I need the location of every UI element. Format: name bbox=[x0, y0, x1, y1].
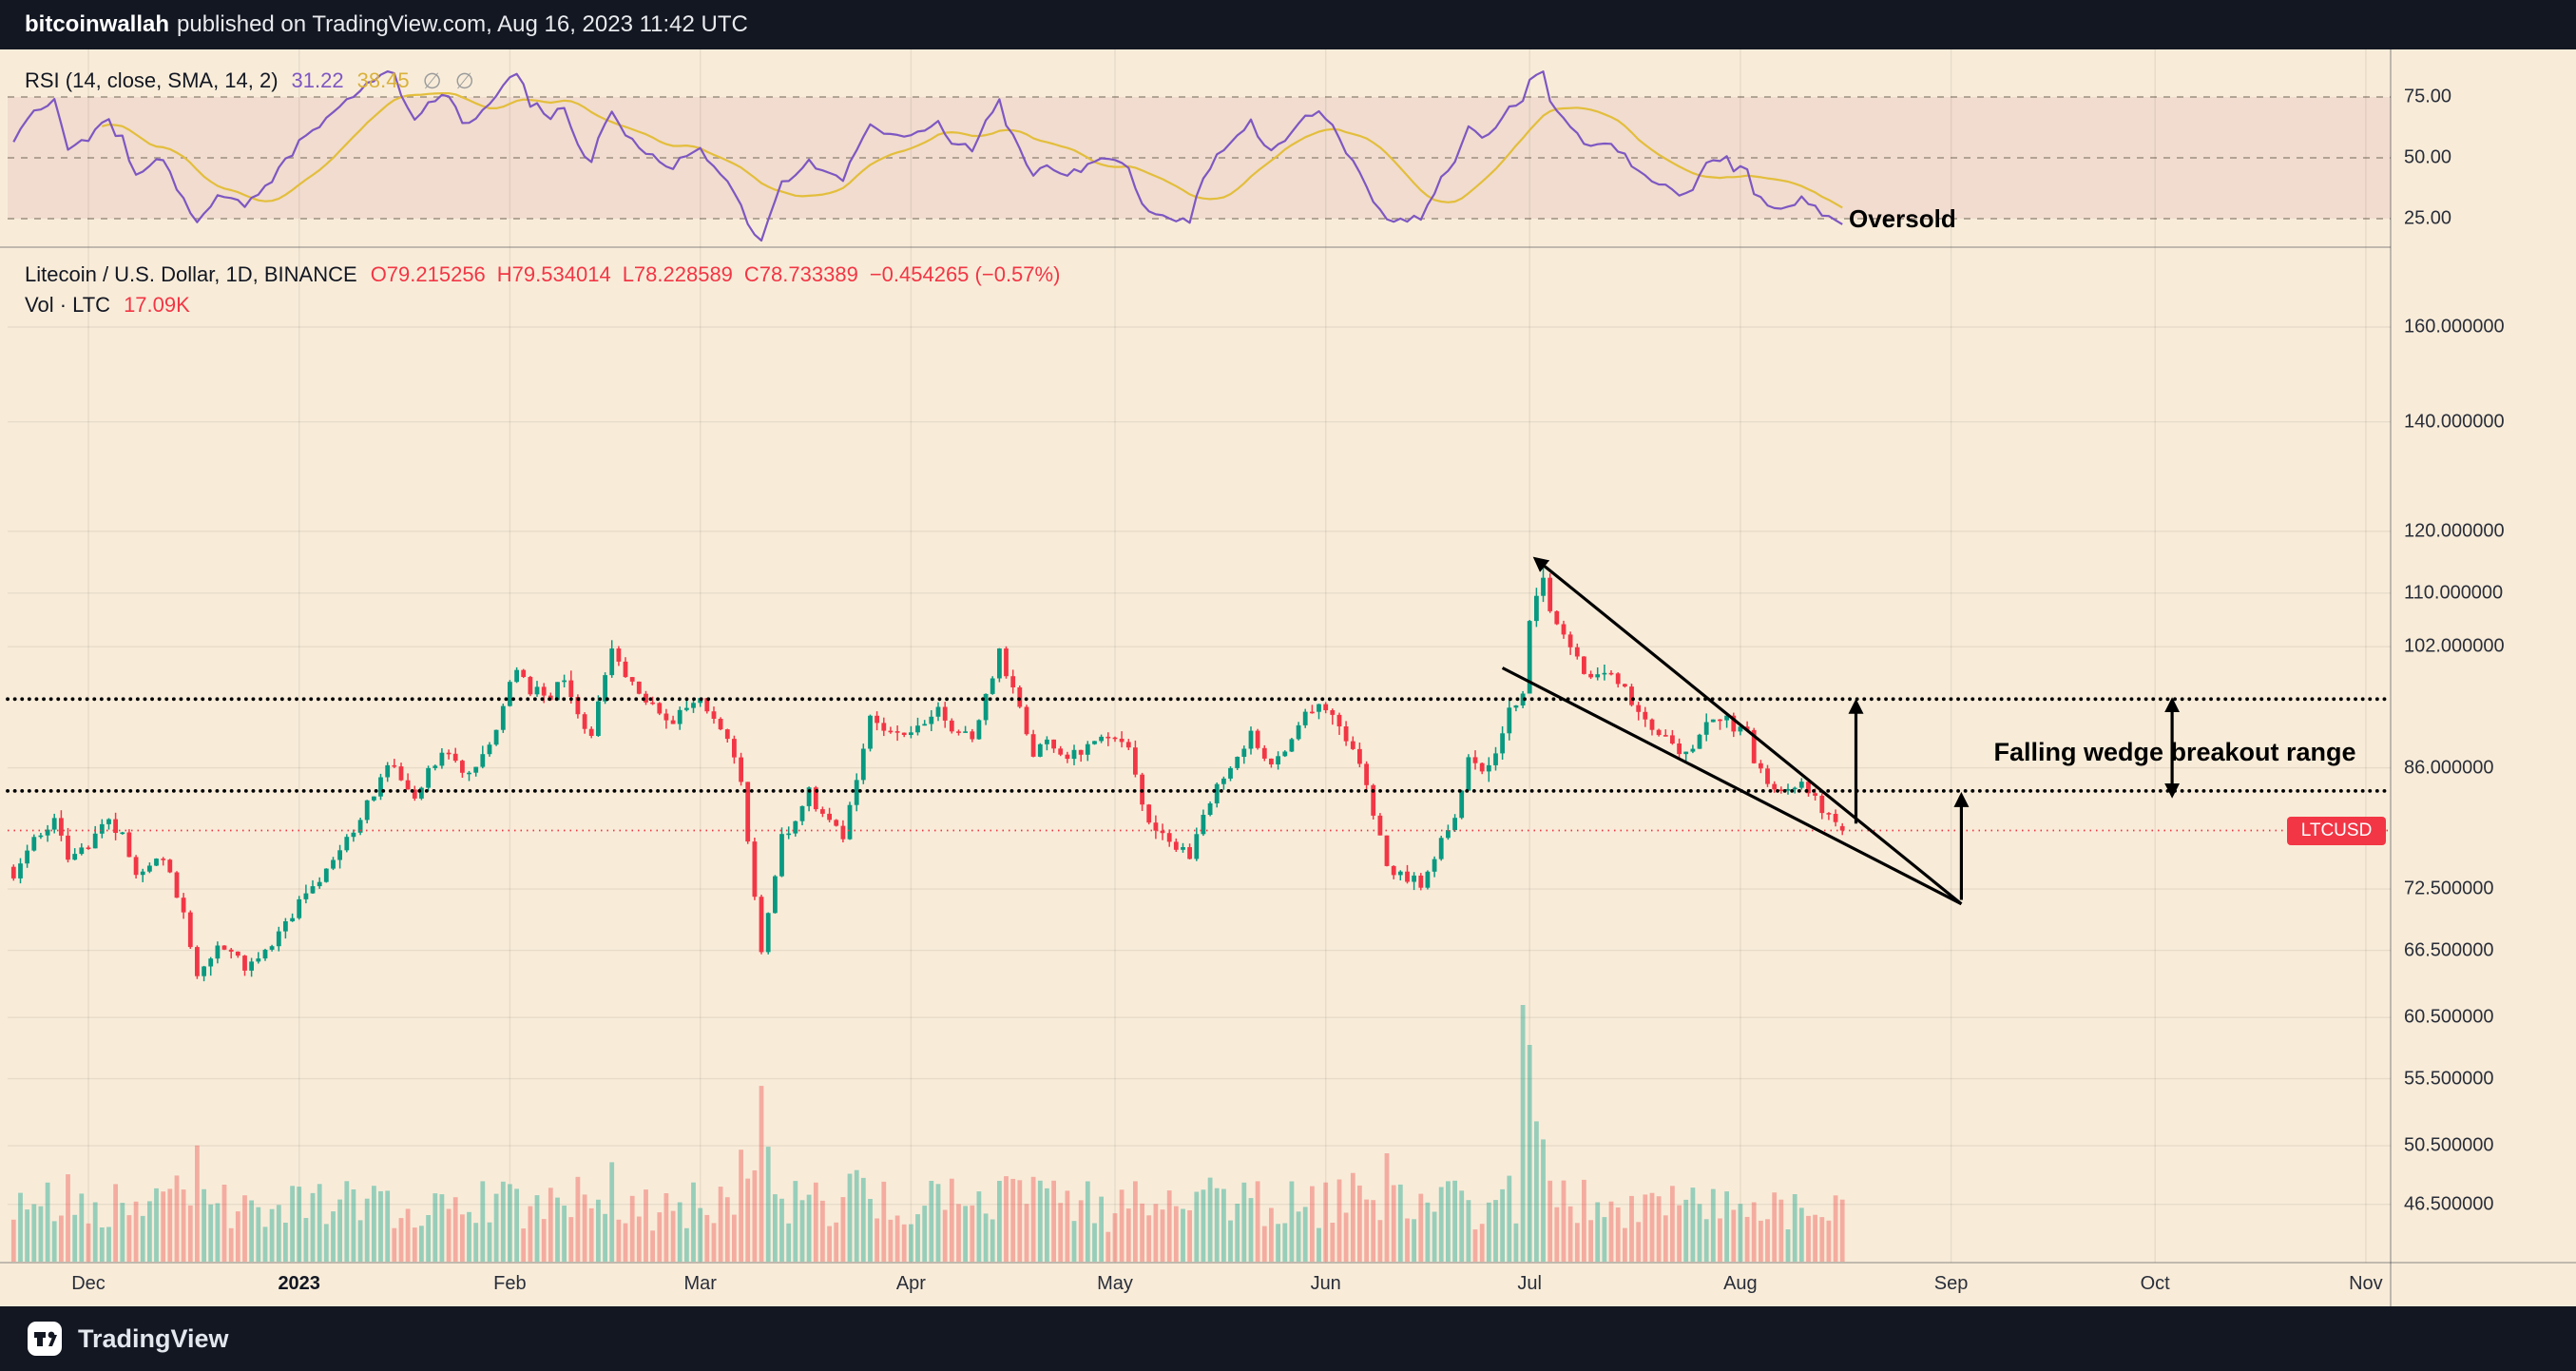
ohlc-values: O79.215256 H79.534014 L78.228589 C78.733… bbox=[371, 261, 1061, 289]
time-tick-label: Jun bbox=[1310, 1273, 1341, 1294]
breakout-level-lines[interactable] bbox=[6, 697, 2393, 793]
rsi-tick-label: 50.00 bbox=[2404, 146, 2452, 168]
symbol-title: Litecoin / U.S. Dollar, 1D, BINANCE bbox=[25, 262, 357, 286]
time-tick-label: May bbox=[1097, 1273, 1133, 1294]
symbol-price-tag: LTCUSD bbox=[2287, 816, 2386, 845]
oversold-label: Oversold bbox=[1849, 204, 1956, 233]
price-tick-label: 120.000000 bbox=[2404, 520, 2505, 542]
author-name: bitcoinwallah bbox=[25, 11, 170, 37]
candlestick-series bbox=[10, 559, 1845, 982]
time-tick-label: Nov bbox=[2349, 1273, 2383, 1294]
volume-legend: Vol · LTC 17.09K bbox=[25, 291, 190, 319]
rsi-sma-value: 38.45 bbox=[356, 68, 410, 92]
volume-value: 17.09K bbox=[124, 293, 190, 317]
volume-bars bbox=[10, 1005, 1845, 1262]
symbol-legend: Litecoin / U.S. Dollar, 1D, BINANCE O79.… bbox=[25, 261, 1060, 289]
rsi-sma-line bbox=[102, 91, 1843, 209]
rsi-title: RSI (14, close, SMA, 14, 2) bbox=[25, 68, 279, 92]
time-tick-label: Dec bbox=[71, 1273, 106, 1294]
time-tick-label: Aug bbox=[1723, 1273, 1758, 1294]
price-tick-label: 50.500000 bbox=[2404, 1134, 2494, 1156]
price-tick-label: 102.000000 bbox=[2404, 635, 2505, 657]
close-value: C78.733389 bbox=[743, 262, 858, 286]
time-tick-label: Jul bbox=[1517, 1273, 1542, 1294]
high-value: H79.534014 bbox=[496, 262, 611, 286]
price-tick-label: 55.500000 bbox=[2404, 1068, 2494, 1090]
rsi-legend: RSI (14, close, SMA, 14, 2) 31.22 38.45 … bbox=[25, 67, 474, 95]
brand-name[interactable]: TradingView bbox=[78, 1323, 229, 1353]
price-tick-label: 46.500000 bbox=[2404, 1193, 2494, 1215]
grid-lines bbox=[8, 49, 2391, 1263]
falling-wedge-trendlines[interactable] bbox=[1501, 556, 1963, 906]
time-tick-label: 2023 bbox=[278, 1273, 320, 1294]
time-tick-label: Feb bbox=[493, 1273, 527, 1294]
publish-header: bitcoinwallah published on TradingView.c… bbox=[0, 0, 2576, 49]
rsi-line bbox=[12, 69, 1843, 242]
tradingview-logo[interactable] bbox=[27, 1321, 63, 1357]
time-tick-label: Mar bbox=[683, 1273, 717, 1294]
rsi-value: 31.22 bbox=[291, 68, 344, 92]
rsi-tick-label: 25.00 bbox=[2404, 207, 2452, 229]
time-axis[interactable]: Dec 2023 Feb Mar Apr May Jun Jul Aug Sep Oct Nov bbox=[0, 1263, 2391, 1306]
rsi-hide-toggle-icon[interactable]: ∅ bbox=[422, 68, 442, 93]
time-tick-label: Oct bbox=[2140, 1273, 2170, 1294]
low-value: L78.228589 bbox=[622, 262, 733, 286]
price-axis[interactable]: USD 94.740651 83.244932 78.733389 12:17:… bbox=[2391, 0, 2576, 1306]
price-tick-label: 72.500000 bbox=[2404, 878, 2494, 899]
rsi-tick-label: 75.00 bbox=[2404, 86, 2452, 107]
volume-label: Vol · LTC bbox=[25, 293, 111, 317]
open-value: O79.215256 bbox=[370, 262, 486, 286]
annotation-arrows[interactable] bbox=[1848, 697, 2181, 900]
rsi-level-lines bbox=[8, 96, 2391, 220]
time-tick-label: Apr bbox=[895, 1273, 926, 1294]
sma-hide-toggle-icon[interactable]: ∅ bbox=[454, 68, 474, 93]
change-value: −0.454265 (−0.57%) bbox=[869, 262, 1061, 286]
price-tick-label: 60.500000 bbox=[2404, 1006, 2494, 1028]
breakout-range-label: Falling wedge breakout range bbox=[1993, 738, 2356, 766]
price-tick-label: 86.000000 bbox=[2404, 757, 2494, 779]
time-tick-label: Sep bbox=[1933, 1273, 1969, 1294]
brand-footer: TradingView bbox=[0, 1306, 2576, 1371]
pane-separators bbox=[0, 49, 2576, 1306]
price-tick-label: 110.000000 bbox=[2404, 582, 2504, 604]
publish-info: published on TradingView.com, Aug 16, 20… bbox=[177, 11, 748, 37]
price-tick-label: 160.000000 bbox=[2404, 316, 2505, 338]
price-tick-label: 140.000000 bbox=[2404, 411, 2505, 433]
price-tick-label: 66.500000 bbox=[2404, 939, 2494, 961]
